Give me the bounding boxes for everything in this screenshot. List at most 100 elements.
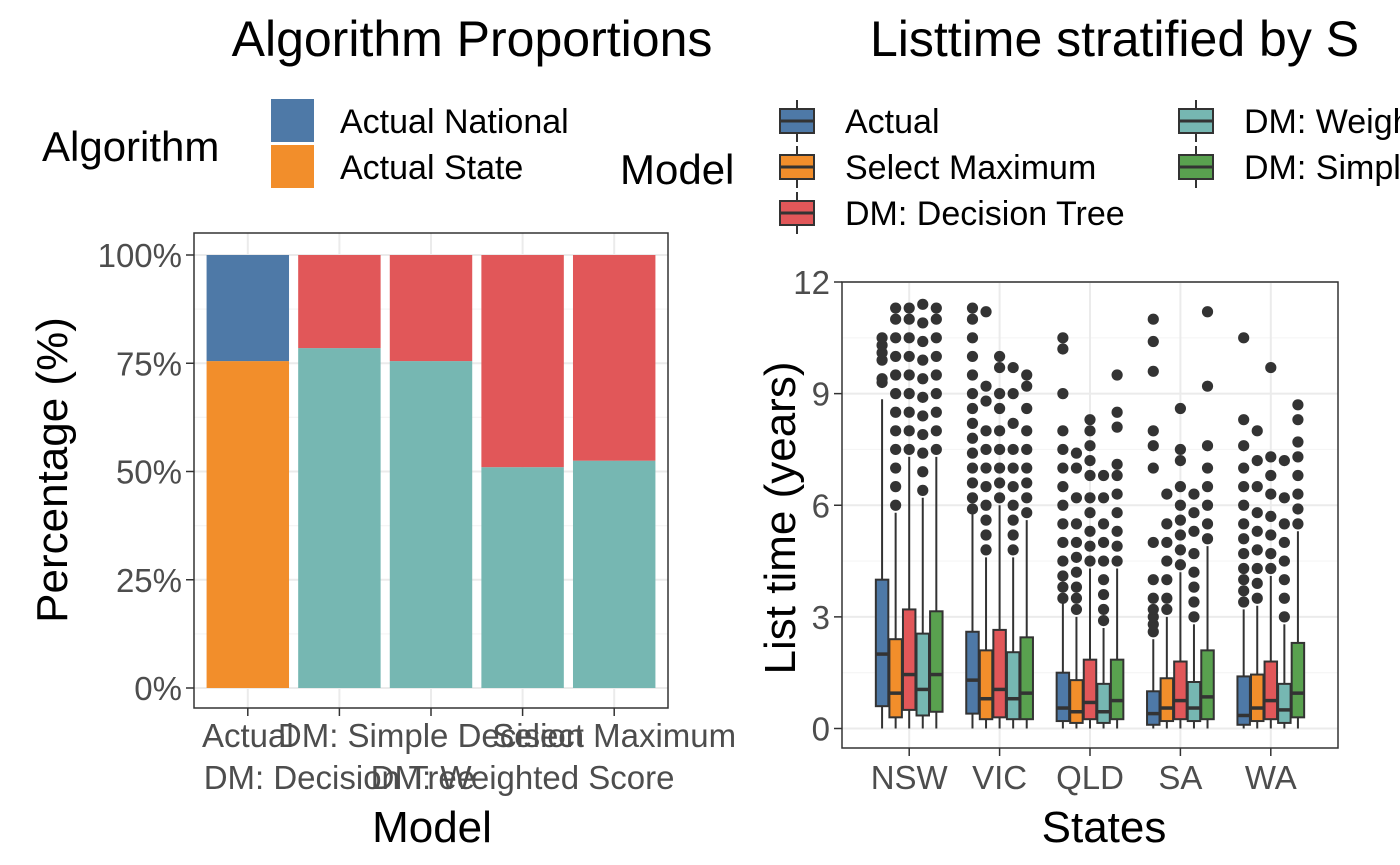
bar-actual-actual-state (206, 361, 290, 688)
bar-select-maximum-e15759 (572, 255, 656, 461)
box-sa-dm-decision-tree-outlier (1174, 402, 1186, 415)
box-wa-dm-decision-tree-outlier (1265, 451, 1277, 463)
box-vic-actual-outlier (966, 417, 979, 429)
box-sa-dm-weighted-score-outlier (1188, 548, 1200, 560)
box-vic-dm-weighted-score-outlier (1007, 388, 1019, 400)
box-vic-select-maximum-outlier (980, 544, 992, 556)
box-wa-actual-outlier (1238, 332, 1250, 344)
box-nsw-dm-simple-decision-outlier (930, 350, 942, 363)
box-nsw-dm-weighted-score-outlier (917, 466, 929, 478)
box-sa-dm-simple-decision-outlier (1201, 518, 1214, 530)
legend-label-actual: Actual (845, 103, 940, 141)
box-wa-actual-outlier (1238, 414, 1250, 426)
box-nsw-select-maximum-outlier (890, 332, 902, 344)
box-wa-select-maximum-outlier (1251, 592, 1263, 604)
box-qld-select-maximum-outlier (1070, 518, 1083, 530)
box-vic-dm-weighted-score-outlier (1007, 443, 1019, 456)
box-qld-actual-body (1055, 671, 1071, 723)
box-nsw-actual-outlier (876, 373, 888, 385)
box-qld-dm-weighted-score-outlier (1097, 492, 1110, 504)
bar-dm-weighted-score-76b7b2 (481, 467, 564, 688)
box-sa-dm-simple-decision-outlier (1201, 440, 1214, 452)
box-qld-actual-outlier (1057, 592, 1069, 604)
y-tick-label: 75% (116, 345, 182, 382)
box-nsw-actual-outlier (876, 332, 888, 344)
box-sa-actual-outlier (1147, 365, 1159, 377)
box-qld-actual-outlier (1057, 332, 1069, 344)
box-wa-dm-weighted-score-outlier (1278, 574, 1290, 586)
bar-actual-actual-national (206, 255, 290, 362)
box-vic-actual-body (965, 630, 980, 715)
box-wa-select-maximum-outlier (1251, 577, 1263, 589)
box-qld-dm-weighted-score-outlier (1097, 536, 1110, 549)
legend-label-dm-weighted-score: DM: Weighted Score (1244, 103, 1400, 141)
box-nsw-dm-simple-decision-outlier (930, 425, 942, 437)
panel-border (841, 281, 1339, 749)
box-wa-dm-weighted-score-body (1277, 682, 1292, 724)
box-nsw-dm-weighted-score-outlier (917, 298, 929, 310)
box-qld-dm-simple-decision-outlier (1111, 507, 1123, 519)
box-sa-actual-outlier (1147, 440, 1159, 452)
box-vic-select-maximum-outlier (980, 306, 992, 318)
box-nsw-dm-decision-tree-outlier (903, 425, 915, 437)
box-vic-dm-weighted-score-outlier (1007, 361, 1019, 374)
box-qld-select-maximum-outlier (1070, 447, 1083, 459)
box-qld-dm-decision-tree-outlier (1084, 507, 1096, 519)
box-sa-actual-outlier (1147, 574, 1159, 586)
box-wa-dm-simple-decision-outlier (1292, 436, 1304, 448)
box-sa-dm-simple-decision-outlier (1201, 462, 1214, 474)
box-qld-select-maximum-outlier (1070, 592, 1083, 604)
box-vic-dm-simple-decision-outlier (1021, 425, 1033, 437)
box-wa-dm-decision-tree-body (1263, 660, 1279, 721)
box-vic-select-maximum-outlier (980, 481, 992, 493)
box-sa-select-maximum-outlier (1161, 603, 1173, 616)
box-wa-actual-outlier (1238, 585, 1250, 597)
box-nsw-actual-body (874, 578, 890, 708)
box-sa-dm-weighted-score-outlier (1188, 507, 1200, 519)
box-nsw-select-maximum-outlier (890, 462, 902, 474)
right-plot-panel: 0 3 6 9 12 NSW VIC QLD SA WA (793, 264, 1339, 796)
bar-select-maximum-76b7b2 (572, 460, 656, 688)
box-nsw-select-maximum-outlier (890, 443, 902, 456)
y-tick-label: 3 (812, 599, 830, 636)
bar-dm-decision-tree-e15759 (298, 255, 381, 349)
left-y-axis-title: Percentage (%) (28, 317, 77, 623)
box-nsw-select-maximum-outlier (890, 425, 902, 437)
box-nsw-dm-weighted-score-outlier (917, 373, 929, 385)
box-qld-dm-decision-tree-outlier (1084, 469, 1096, 482)
legend-label-select-maximum: Select Maximum (845, 149, 1096, 187)
right-x-axis-title: States (1042, 803, 1167, 852)
box-sa-select-maximum-outlier (1161, 592, 1173, 604)
box-sa-dm-simple-decision-body (1200, 649, 1215, 721)
box-vic-dm-weighted-score-outlier (1007, 417, 1019, 429)
box-vic-actual-outlier (966, 332, 979, 344)
bar-dm-simple-decision-e15759 (389, 255, 473, 362)
box-qld-dm-decision-tree-outlier (1084, 555, 1096, 567)
box-wa-select-maximum-outlier (1251, 425, 1263, 437)
left-chart-title: Algorithm Proportions (232, 11, 713, 67)
box-nsw-dm-weighted-score-outlier (917, 317, 929, 329)
legend-label-actual-national: Actual National (340, 103, 569, 141)
legend-key-actual-state (271, 145, 314, 188)
box-qld-actual-outlier (1057, 343, 1069, 355)
box-sa-dm-simple-decision-outlier (1201, 306, 1214, 318)
box-vic-select-maximum-outlier (980, 443, 992, 456)
box-qld-dm-decision-tree-outlier (1084, 540, 1096, 552)
box-qld-select-maximum-outlier (1070, 566, 1083, 578)
box-nsw-dm-simple-decision-outlier (930, 406, 942, 418)
box-vic-select-maximum-outlier (980, 395, 992, 407)
box-nsw-dm-simple-decision-outlier (930, 313, 942, 325)
x-tick-label: VIC (972, 759, 1027, 796)
box-qld-dm-decision-tree-outlier (1084, 440, 1096, 452)
left-legend-title: Algorithm (42, 123, 219, 170)
box-nsw-dm-decision-tree-outlier (903, 313, 915, 325)
box-vic-actual-outlier (966, 503, 979, 515)
box-sa-dm-decision-tree-outlier (1174, 443, 1186, 456)
box-vic-dm-simple-decision-outlier (1021, 507, 1033, 519)
box-nsw-dm-decision-tree-outlier (903, 350, 915, 363)
x-tick-label: SA (1158, 759, 1202, 796)
box-wa-dm-weighted-score-outlier (1278, 592, 1290, 604)
box-vic-dm-weighted-score-outlier (1007, 462, 1019, 474)
box-nsw-dm-simple-decision-outlier (930, 369, 942, 381)
